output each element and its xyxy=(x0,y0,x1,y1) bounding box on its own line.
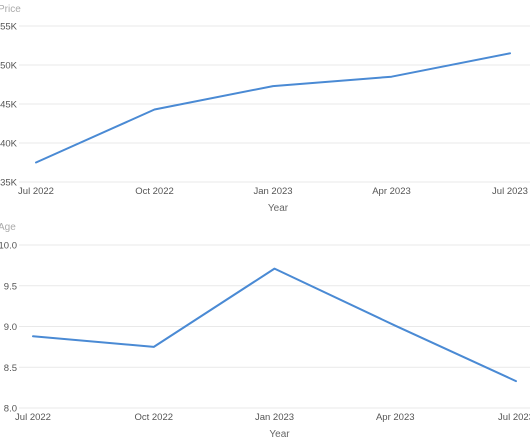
x-tick-label: Jul 2022 xyxy=(15,412,51,423)
x-tick-label: Jul 2023 xyxy=(492,186,528,197)
y-tick-label: 9.5 xyxy=(4,281,17,292)
y-tick-label: 150K xyxy=(0,61,18,72)
data-point[interactable] xyxy=(389,74,395,80)
y-axis-title: Age xyxy=(0,222,16,233)
data-point[interactable] xyxy=(33,160,39,166)
chart-2: Age 8.0 8.5 9.0 9.5 10.0 Jul 2022 Oct 2022 Jan 2… xyxy=(0,222,530,440)
y-axis-title: Price xyxy=(0,4,21,15)
x-tick-label: Oct 2022 xyxy=(135,186,174,197)
x-tick-label: Apr 2023 xyxy=(372,186,411,197)
x-tick-label: Apr 2023 xyxy=(376,412,415,423)
data-point[interactable] xyxy=(392,323,398,329)
x-tick-label: Jan 2023 xyxy=(255,412,294,423)
x-tick-label: Jan 2023 xyxy=(253,186,292,197)
y-tick-label: 155K xyxy=(0,22,18,33)
x-tick-label: Oct 2022 xyxy=(134,412,173,423)
x-axis-title: Year xyxy=(268,203,289,214)
data-point[interactable] xyxy=(272,266,278,272)
y-tick-label: 140K xyxy=(0,139,18,150)
data-point[interactable] xyxy=(30,333,36,339)
x-axis-title: Year xyxy=(269,429,290,440)
y-tick-label: 8.5 xyxy=(4,363,17,374)
data-point[interactable] xyxy=(152,106,158,112)
data-point[interactable] xyxy=(151,344,157,350)
x-tick-label: Jul 2023 xyxy=(498,412,530,423)
data-point[interactable] xyxy=(270,83,276,89)
y-tick-label: 9.0 xyxy=(4,322,17,333)
series-line xyxy=(35,52,511,164)
y-tick-label: 135K xyxy=(0,178,18,189)
data-point[interactable] xyxy=(513,378,519,384)
series-line xyxy=(32,267,517,383)
y-tick-label: 145K xyxy=(0,100,18,111)
data-point[interactable] xyxy=(507,50,513,56)
y-tick-label: 10.0 xyxy=(0,241,17,252)
chart-1: Price 135K 140K 145K 150K 155K Jul 2022 Oct 202… xyxy=(0,4,530,214)
x-tick-label: Jul 2022 xyxy=(18,186,54,197)
y-tick-label: 8.0 xyxy=(4,404,17,415)
